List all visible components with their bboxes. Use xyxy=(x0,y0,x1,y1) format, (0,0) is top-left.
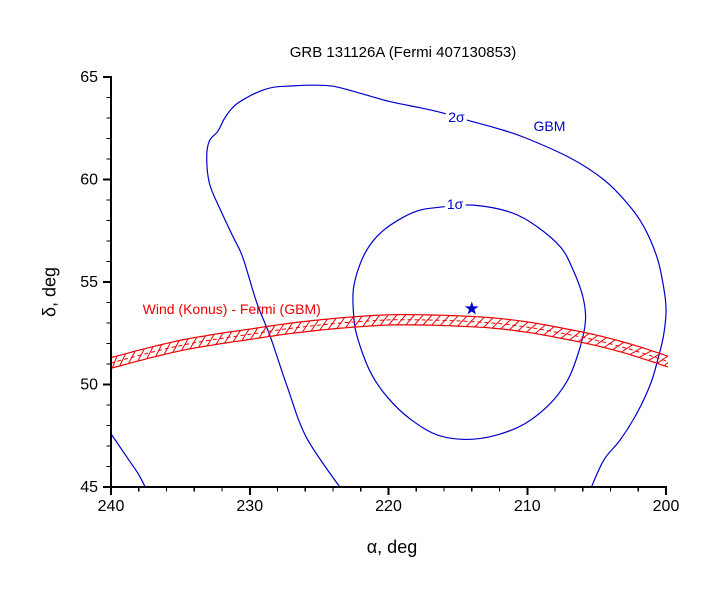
annotation-1σ: 1σ xyxy=(444,196,466,213)
y-tick-label: 55 xyxy=(80,274,98,291)
axes-layer: 240 230 220 210 200 45 50 55 60 65 xyxy=(80,69,679,515)
x-tick-label: 230 xyxy=(236,498,263,515)
x-tick-label: 220 xyxy=(375,498,402,515)
annulus-lower-boundary xyxy=(111,324,668,369)
contour-0 xyxy=(352,204,587,440)
y-tick-label: 65 xyxy=(80,69,98,86)
x-tick-label: 240 xyxy=(98,498,125,515)
annotation-wind-konus-fermi-gbm: Wind (Konus) - Fermi (GBM) xyxy=(142,300,321,317)
y-tick-label: 45 xyxy=(80,479,98,496)
star-marker xyxy=(464,301,479,315)
y-tick-label: 50 xyxy=(80,377,98,394)
y-axis-label: δ, deg xyxy=(39,266,60,318)
annotation-2σ: 2σ xyxy=(446,108,467,125)
x-tick-label: 210 xyxy=(514,498,541,515)
annulus-centerline xyxy=(111,319,668,364)
curves-layer xyxy=(111,84,668,487)
x-tick-label: 200 xyxy=(653,498,680,515)
y-tick-label: 60 xyxy=(80,172,98,189)
contour-1 xyxy=(206,84,667,487)
annulus-hatching xyxy=(111,314,668,369)
annotation-gbm: GBM xyxy=(533,118,566,135)
x-axis-label: α, deg xyxy=(366,537,418,557)
chart-title: GRB 131126A (Fermi 407130853) xyxy=(289,44,517,61)
contour-2 xyxy=(111,432,146,487)
triangulation-annulus xyxy=(111,314,668,369)
